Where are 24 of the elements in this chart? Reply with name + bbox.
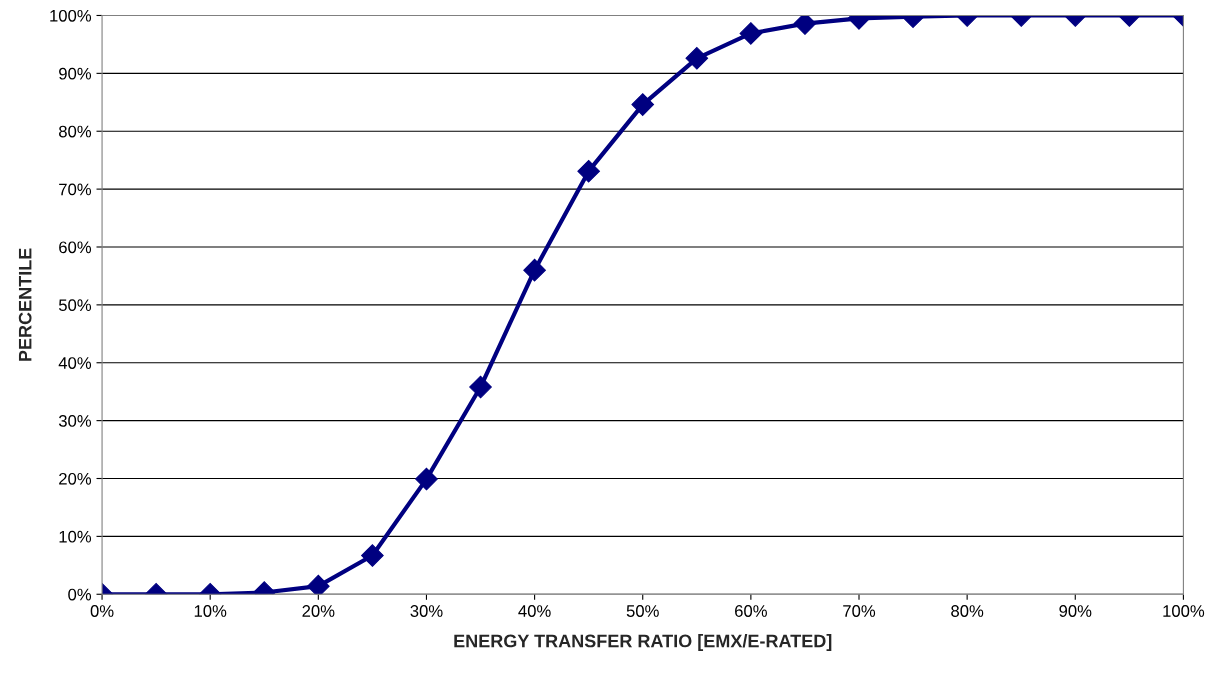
x-tick-label: 30% (410, 605, 443, 617)
x-axis-title: ENERGY TRANSFER RATIO [EMX/E-RATED] (454, 634, 832, 651)
x-tick-label: 50% (626, 605, 659, 617)
y-tick-label: 80% (59, 125, 92, 138)
y-tick-label: 60% (59, 241, 92, 254)
x-tick-label: 80% (951, 605, 984, 617)
y-tick-label: 10% (59, 530, 92, 543)
y-tick-label: 90% (59, 67, 92, 80)
x-tick-label: 100% (1163, 605, 1205, 617)
y-tick-label: 70% (59, 183, 92, 196)
y-tick-label: 30% (58, 415, 92, 427)
x-tick-label: 60% (735, 605, 767, 617)
x-tick-label: 10% (194, 605, 227, 617)
x-tick-label: 40% (518, 605, 551, 617)
x-tick-label: 90% (1059, 605, 1092, 617)
x-tick-label: 0% (90, 605, 114, 617)
x-tick-label: 20% (302, 605, 335, 617)
y-tick-label: 0% (68, 588, 92, 601)
y-tick-label: 20% (59, 472, 92, 485)
y-tick-label: 50% (58, 299, 92, 312)
y-axis-title: PERCENTILE (18, 248, 32, 361)
y-tick-label: 100% (50, 9, 92, 22)
y-tick-label: 40% (58, 357, 92, 369)
x-tick-label: 70% (843, 605, 876, 617)
